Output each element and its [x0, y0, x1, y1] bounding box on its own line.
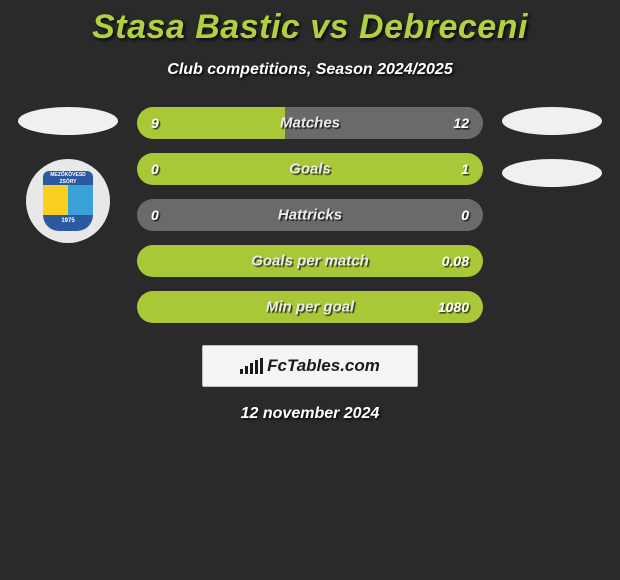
stat-value-right: 12: [453, 115, 469, 131]
player-photo-placeholder: [18, 107, 118, 135]
bar-fill-left: [137, 107, 285, 139]
comparison-row: MEZŐKÖVESD ZSÓRY 1975 Matches 9 12 Goals 0 1 H…: [0, 107, 620, 323]
crest-year: 1975: [43, 215, 93, 231]
stat-value-right: 1080: [438, 299, 469, 315]
brand-text: FcTables.com: [267, 356, 380, 376]
stat-value-left: 0: [151, 161, 159, 177]
stat-row: Goals per match 0.08: [137, 245, 483, 277]
stat-value-left: 0: [151, 207, 159, 223]
page-subtitle: Club competitions, Season 2024/2025: [0, 61, 620, 79]
stat-label: Goals: [289, 161, 331, 178]
stats-widget: Stasa Bastic vs Debreceni Club competiti…: [0, 0, 620, 423]
club-crest-left: MEZŐKÖVESD ZSÓRY 1975: [26, 159, 110, 243]
player-photo-placeholder: [502, 107, 602, 135]
stat-label: Min per goal: [266, 299, 354, 316]
stat-value-right: 0: [461, 207, 469, 223]
stat-row: Hattricks 0 0: [137, 199, 483, 231]
footer-date: 12 november 2024: [0, 405, 620, 423]
stat-label: Goals per match: [251, 253, 369, 270]
crest-top-text: MEZŐKÖVESD ZSÓRY: [43, 171, 93, 185]
stat-row: Goals 0 1: [137, 153, 483, 185]
stat-row: Min per goal 1080: [137, 291, 483, 323]
stat-value-right: 0.08: [442, 253, 469, 269]
right-player-badges: [497, 107, 607, 187]
stat-value-right: 1: [461, 161, 469, 177]
stat-label: Hattricks: [278, 207, 342, 224]
left-player-badges: MEZŐKÖVESD ZSÓRY 1975: [13, 107, 123, 243]
page-title: Stasa Bastic vs Debreceni: [0, 8, 620, 47]
club-badge-placeholder: [502, 159, 602, 187]
stat-row: Matches 9 12: [137, 107, 483, 139]
brand-badge[interactable]: FcTables.com: [202, 345, 418, 387]
stat-label: Matches: [280, 115, 340, 132]
stat-value-left: 9: [151, 115, 159, 131]
chart-icon: [240, 358, 263, 374]
stats-bars: Matches 9 12 Goals 0 1 Hattricks 0 0 Goals per ma…: [137, 107, 483, 323]
